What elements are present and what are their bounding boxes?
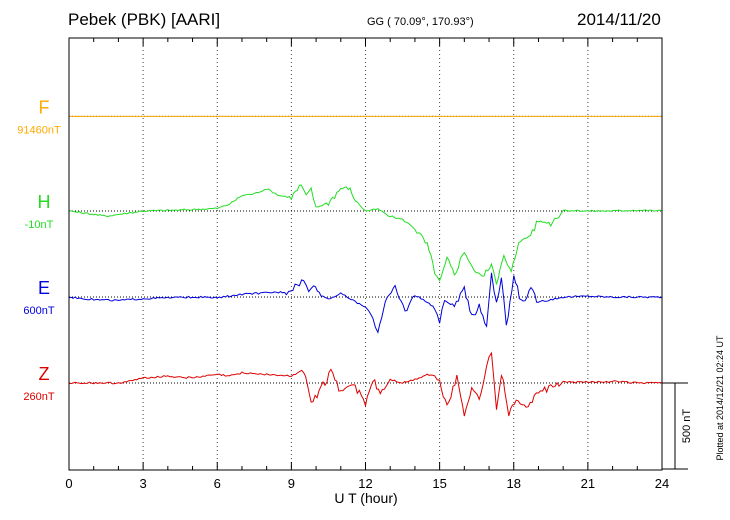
component-name-E: E xyxy=(38,278,50,298)
trace-Z xyxy=(68,351,663,417)
trace-E xyxy=(68,272,663,334)
scale-bar-label: 500 nT xyxy=(681,409,693,444)
component-baseline-F: 91460nT xyxy=(17,124,61,136)
component-baseline-Z: 260nT xyxy=(23,391,54,403)
x-tick-label: 15 xyxy=(432,476,446,491)
component-name-F: F xyxy=(39,97,50,117)
x-tick-label: 18 xyxy=(507,476,521,491)
plot-grid xyxy=(69,38,662,470)
x-tick-label: 12 xyxy=(358,476,372,491)
component-name-H: H xyxy=(38,192,51,212)
x-axis-ticks: 0 3 6 9 12 15 18 21 24 xyxy=(65,38,669,491)
component-labels: F 91460nT H -10nT E 600nT Z 260nT xyxy=(17,97,61,403)
x-tick-label: 0 xyxy=(65,476,72,491)
trace-H xyxy=(68,184,663,285)
x-tick-label: 9 xyxy=(288,476,295,491)
component-baseline-E: 600nT xyxy=(23,305,54,317)
scale-bar: 500 nT xyxy=(662,382,693,470)
component-traces xyxy=(68,115,663,417)
x-tick-label: 3 xyxy=(140,476,147,491)
plotted-timestamp: Plotted at 2014/12/21 02:24 UT xyxy=(715,335,725,461)
x-axis-label: U T (hour) xyxy=(334,490,397,506)
station-title: Pebek (PBK) [AARI] xyxy=(68,10,221,29)
component-name-Z: Z xyxy=(39,364,50,384)
x-tick-label: 24 xyxy=(655,476,669,491)
x-tick-label: 6 xyxy=(214,476,221,491)
geographic-coordinates: GG ( 70.09°, 170.93°) xyxy=(367,16,474,28)
x-tick-label: 21 xyxy=(581,476,595,491)
component-baseline-H: -10nT xyxy=(25,219,54,231)
plot-date: 2014/11/20 xyxy=(577,10,661,29)
